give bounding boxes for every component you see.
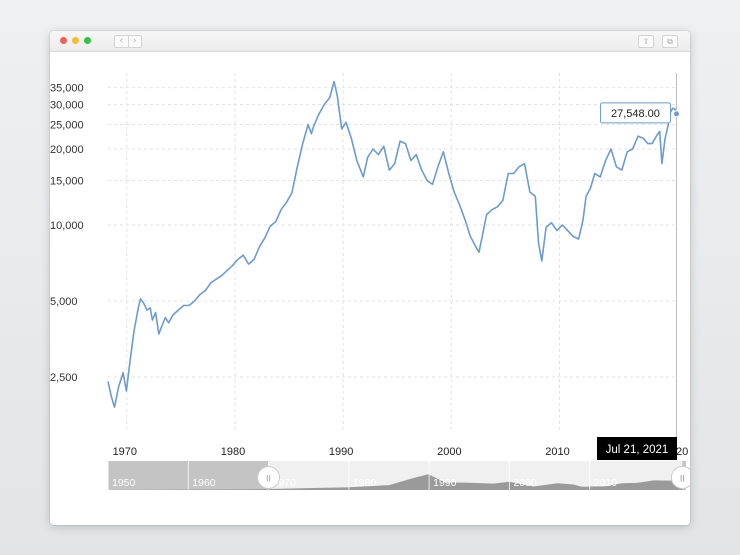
y-tick-label: 30,000 bbox=[50, 100, 84, 112]
navigator-decade-label: 2000 bbox=[513, 477, 537, 489]
navigator-handle-grip: II bbox=[680, 474, 685, 484]
value-tooltip-label: 27,548.00 bbox=[611, 108, 660, 120]
navigator-area bbox=[108, 474, 683, 490]
value-tooltip-box bbox=[599, 102, 671, 124]
browser-window: ‹ › ⇪ ⧉ 2,500 5,000 10,000 15,000 20,000 25,0… bbox=[50, 31, 690, 525]
x-tick-label: 1990 bbox=[329, 446, 353, 458]
y-tick-label: 5,000 bbox=[50, 296, 78, 308]
share-icon[interactable]: ⇪ bbox=[638, 35, 654, 48]
y-tick-label: 35,000 bbox=[50, 83, 84, 95]
navigator-decade-label: 1960 bbox=[192, 477, 216, 489]
y-tick-label: 20,000 bbox=[50, 144, 84, 156]
y-tick-label: 2,500 bbox=[50, 372, 78, 384]
navigator-handle-grip: II bbox=[266, 474, 271, 484]
date-tooltip-label: Jul 21, 2021 bbox=[606, 444, 669, 456]
x-tick-label: 1970 bbox=[113, 446, 137, 458]
window-titlebar: ‹ › ⇪ ⧉ bbox=[50, 31, 690, 52]
navigator-decade-label: 1990 bbox=[433, 477, 457, 489]
navigator-handle[interactable] bbox=[670, 466, 690, 489]
x-tick-label: 1980 bbox=[221, 446, 245, 458]
y-tick-label: 25,000 bbox=[50, 120, 84, 132]
maximize-window-button[interactable] bbox=[84, 37, 91, 44]
minimize-window-button[interactable] bbox=[72, 37, 79, 44]
date-tooltip-box bbox=[597, 437, 677, 460]
navigator-decade-label: 2010 bbox=[594, 477, 618, 489]
copy-icon[interactable]: ⧉ bbox=[662, 35, 678, 48]
close-window-button[interactable] bbox=[60, 37, 67, 44]
x-tick-label: 2000 bbox=[437, 446, 461, 458]
navigator-handle[interactable] bbox=[257, 466, 281, 489]
hover-marker bbox=[672, 110, 680, 118]
chart: 2,500 5,000 10,000 15,000 20,000 25,000 30,000… bbox=[50, 73, 690, 490]
x-tick-label: 2010 bbox=[545, 446, 569, 458]
y-tick-label: 10,000 bbox=[50, 220, 84, 232]
navigator-decade-label: 1980 bbox=[353, 477, 377, 489]
nav-buttons: ‹ › bbox=[114, 35, 142, 48]
x-tick-label: 20 bbox=[676, 446, 688, 458]
y-tick-label: 15,000 bbox=[50, 176, 84, 188]
series-line bbox=[107, 80, 678, 408]
back-icon[interactable]: ‹ bbox=[119, 36, 124, 46]
navigator-decade-label: 1950 bbox=[112, 477, 136, 489]
forward-icon[interactable]: › bbox=[127, 36, 142, 47]
